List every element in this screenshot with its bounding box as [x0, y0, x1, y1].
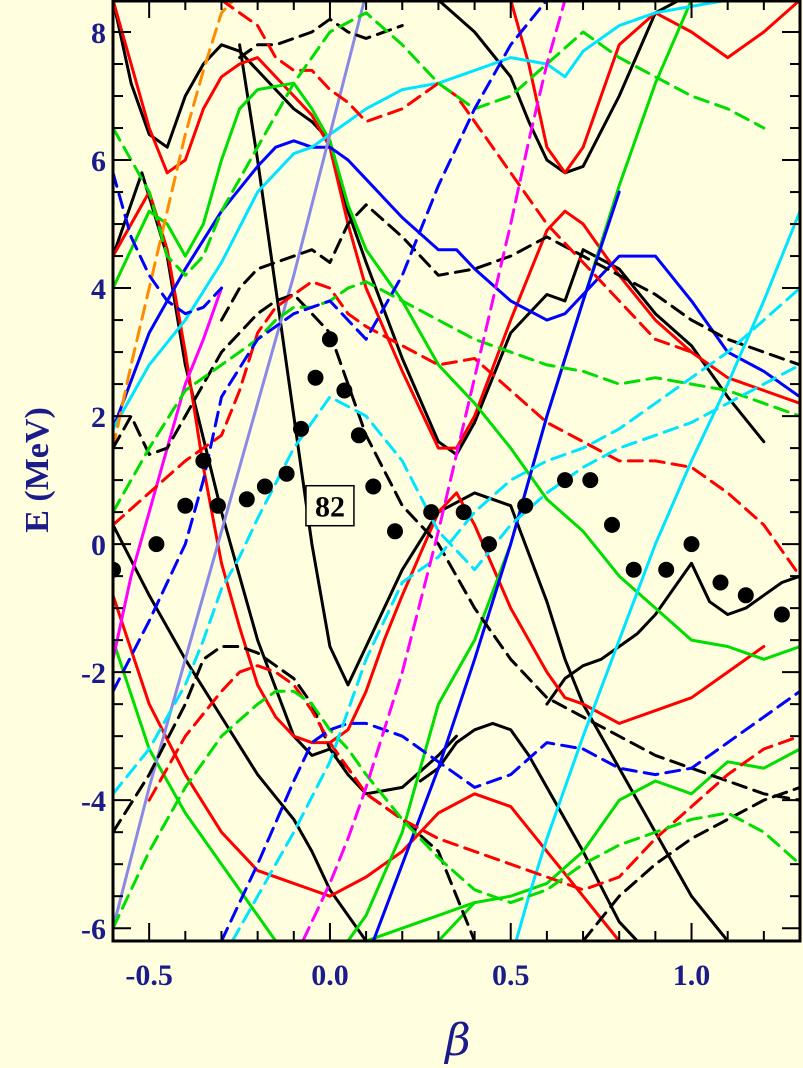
series-line-4: [545, 561, 800, 706]
fermi-point: [113, 561, 121, 578]
series-line-7: [113, 190, 766, 745]
series-line-33: [220, 689, 800, 941]
series-line-2: [113, 523, 368, 941]
fermi-point: [307, 369, 324, 386]
fermi-point: [712, 574, 729, 591]
series-line-9: [113, 593, 623, 941]
y-axis-title: E (MeV): [19, 407, 56, 533]
plot-frame: [111, 0, 802, 943]
series-line-1: [113, 0, 766, 456]
annotation-box: [305, 484, 355, 527]
x-tick-label: -0.5: [125, 959, 173, 992]
y-tick-label: 2: [91, 401, 106, 434]
plot-border: [111, 0, 802, 943]
fermi-point: [658, 561, 675, 578]
y-tick-label: -2: [81, 657, 106, 690]
x-tick-label: 0.0: [311, 959, 349, 992]
series-line-5: [418, 721, 640, 941]
series-line-11: [113, 81, 800, 661]
fermi-point: [195, 452, 212, 469]
series-line-23: [113, 645, 800, 941]
series-line-18: [514, 209, 800, 941]
fermi-point: [256, 478, 273, 495]
fermi-point: [455, 504, 472, 521]
series-line-34: [113, 171, 223, 316]
annotation-layer: 82: [305, 484, 355, 527]
y-tick-label: 8: [91, 17, 106, 50]
fermi-point: [773, 606, 790, 623]
series-line-26: [113, 280, 800, 578]
fermi-point: [278, 465, 295, 482]
series-line-28: [220, 0, 693, 354]
fermi-point: [582, 472, 599, 489]
series-line-31: [113, 11, 766, 277]
series-line-37: [301, 0, 567, 941]
fermi-points-layer: [113, 331, 790, 623]
y-tick-label: 6: [91, 145, 106, 178]
series-line-30: [113, 689, 800, 930]
fermi-point: [517, 497, 534, 514]
fermi-point: [737, 587, 754, 604]
series-line-29: [113, 280, 800, 514]
fermi-point: [625, 561, 642, 578]
y-tick-label: 0: [91, 529, 106, 562]
y-tick-label: 4: [91, 273, 106, 306]
series-line-8: [113, 0, 800, 450]
fermi-point: [209, 497, 226, 514]
series-line-10: [509, 0, 800, 175]
fermi-point: [604, 516, 620, 533]
series-line-36: [230, 286, 800, 941]
series-line-15: [113, 139, 800, 431]
series-line-35: [113, 363, 800, 796]
fermi-point: [148, 536, 165, 553]
fermi-point: [336, 382, 353, 399]
fermi-point: [177, 497, 194, 514]
x-tick-label: 0.5: [492, 959, 530, 992]
fermi-point: [423, 504, 440, 521]
series-line-12: [113, 638, 477, 941]
fermi-point: [481, 536, 497, 553]
series-line-3: [238, 43, 731, 941]
series-line-22: [113, 293, 800, 802]
y-tick-label: -6: [81, 913, 106, 946]
series-line-16: [371, 190, 621, 941]
x-tick-label: 1.0: [673, 959, 711, 992]
fermi-point: [557, 472, 573, 489]
axis-ticks: [113, 0, 801, 941]
fermi-point: [350, 427, 367, 444]
y-tick-label: -4: [81, 785, 106, 818]
series-line-20: [113, 0, 236, 450]
series-layer: [113, 0, 800, 941]
series-line-17: [113, 0, 730, 431]
series-line-25: [238, 17, 404, 60]
fermi-point: [238, 491, 255, 508]
series-line-24: [220, 203, 800, 367]
x-axis-title: β: [443, 1015, 470, 1066]
annotation-label: 82: [315, 491, 345, 524]
fermi-point: [321, 331, 338, 348]
fermi-point: [387, 523, 403, 540]
series-line-32: [113, 0, 800, 693]
axis-tick-labels: -0.5 0.0 0.5 1.0 -6 -4 -2 0 2 4 6 8: [81, 17, 710, 992]
fermi-point: [293, 420, 309, 437]
fermi-point: [683, 536, 700, 553]
series-line-21: [113, 0, 367, 930]
fermi-point: [365, 478, 382, 495]
